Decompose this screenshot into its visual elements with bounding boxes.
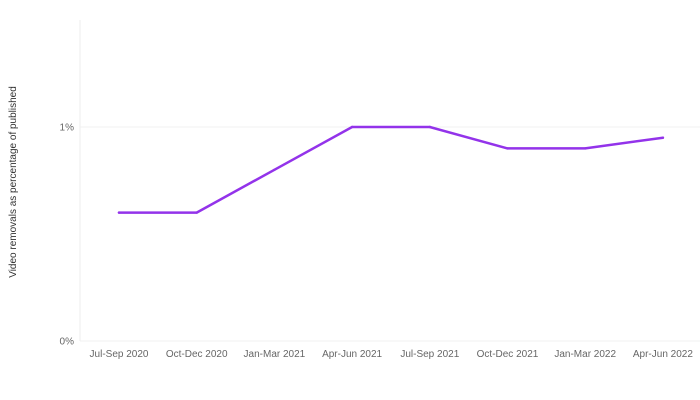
x-tick-label: Jul-Sep 2021 [400,349,459,360]
data-point [117,211,121,214]
x-tick-label: Jul-Sep 2020 [90,349,149,360]
x-tick-label: Jan-Mar 2022 [554,349,616,360]
data-point [584,147,587,150]
x-tick-label: Jan-Mar 2021 [244,349,306,360]
data-point [273,168,276,171]
x-tick-labels: Jul-Sep 2020 Oct-Dec 2020 Jan-Mar 2021 Apr-… [90,349,694,360]
y-tick-label: 0% [60,337,75,348]
series-line [117,125,665,214]
y-tick-label: 1% [60,123,75,134]
y-tick-labels: 0% 1% [60,123,75,348]
x-tick-label: Apr-Jun 2021 [322,349,382,360]
data-point [428,125,431,129]
x-tick-label: Apr-Jun 2022 [633,349,693,360]
x-tick-label: Oct-Dec 2020 [166,349,228,360]
data-point [195,211,198,214]
data-point [661,136,665,139]
y-axis-title: Video removals as percentage of publishe… [8,86,19,278]
data-point [350,125,354,129]
gridlines [80,126,700,342]
x-tick-label: Oct-Dec 2021 [477,349,539,360]
series [117,125,665,214]
data-point [506,147,509,150]
